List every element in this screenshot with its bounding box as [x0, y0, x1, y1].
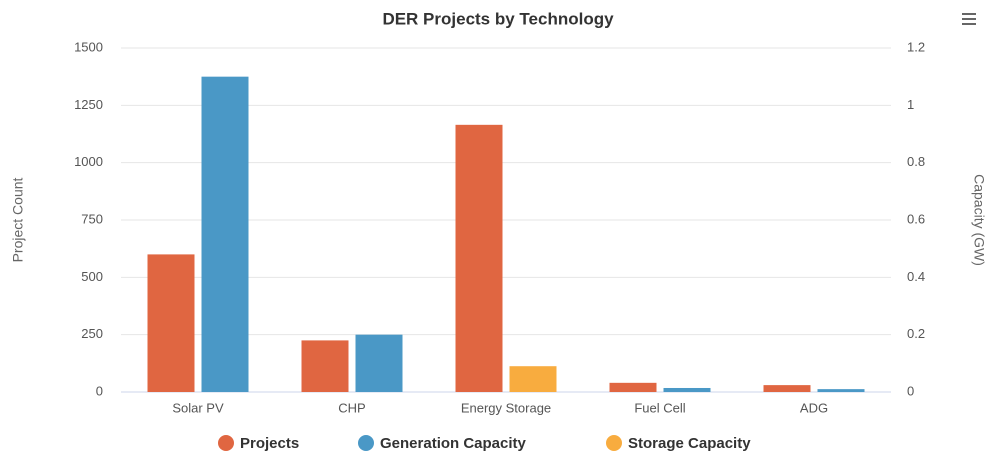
y-axis-title: Project Count — [10, 177, 26, 262]
y-tick-label: 0 — [96, 383, 103, 398]
y2-tick-label: 0.8 — [907, 154, 925, 169]
x-tick-label: Solar PV — [172, 400, 224, 415]
y-tick-label: 1000 — [74, 154, 103, 169]
y2-tick-label: 0.4 — [907, 269, 925, 284]
x-tick-label: ADG — [800, 400, 828, 415]
legend-text: Storage Capacity — [628, 435, 751, 452]
bar — [817, 389, 865, 392]
y2-tick-label: 1 — [907, 97, 914, 112]
legend-marker — [218, 435, 234, 451]
x-tick-label: CHP — [338, 400, 365, 415]
bar — [455, 124, 503, 393]
bar — [663, 387, 711, 392]
bar — [147, 254, 195, 392]
y-tick-label: 1250 — [74, 97, 103, 112]
legend-text: Generation Capacity — [380, 435, 527, 452]
bar — [609, 382, 657, 392]
y-tick-label: 250 — [81, 326, 103, 341]
y2-axis-title: Capacity (GW) — [971, 174, 987, 266]
menu-button[interactable] — [962, 13, 976, 25]
y2-tick-label: 0.6 — [907, 211, 925, 226]
bar — [201, 76, 249, 393]
menu-line — [962, 18, 976, 20]
x-tick-label: Energy Storage — [461, 400, 551, 415]
legend-text: Projects — [240, 435, 299, 452]
y2-tick-label: 0 — [907, 383, 914, 398]
x-tick-label: Fuel Cell — [634, 400, 685, 415]
menu-line — [962, 23, 976, 25]
menu-line — [962, 13, 976, 15]
y2-tick-label: 0.2 — [907, 326, 925, 341]
legend-marker — [358, 435, 374, 451]
y-tick-label: 750 — [81, 211, 103, 226]
bar — [355, 334, 403, 392]
legend-marker — [606, 435, 622, 451]
y2-tick-label: 1.2 — [907, 39, 925, 54]
y-tick-label: 1500 — [74, 39, 103, 54]
y-tick-label: 500 — [81, 269, 103, 284]
bar — [509, 366, 557, 392]
chart-title: DER Projects by Technology — [382, 9, 614, 28]
bar — [301, 340, 349, 392]
bar — [763, 385, 811, 392]
